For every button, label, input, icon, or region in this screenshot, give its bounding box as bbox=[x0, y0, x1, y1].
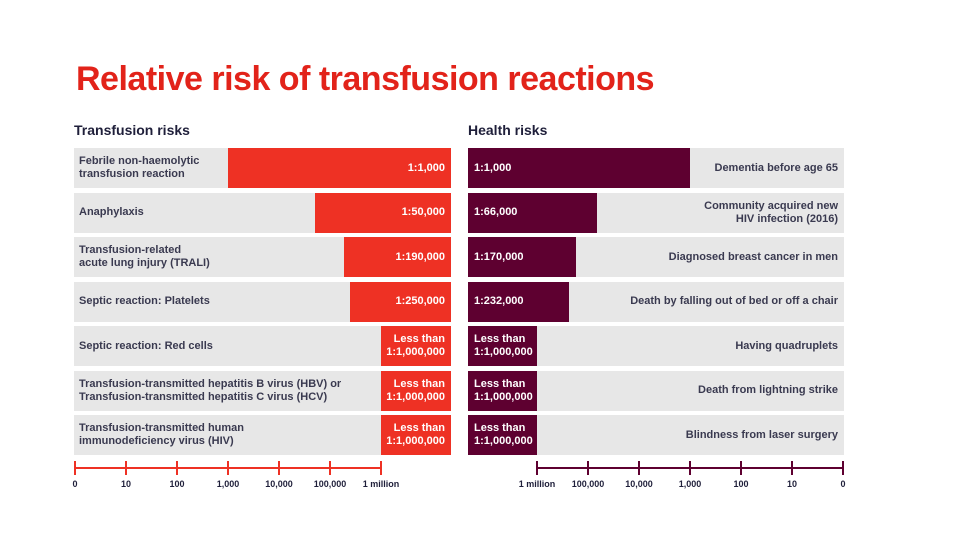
transfusion-axis-tick-label: 1,000 bbox=[216, 479, 240, 489]
health-axis-tick-label: 1,000 bbox=[678, 479, 702, 489]
transfusion-risk-value: Less than 1:1,000,000 bbox=[386, 422, 445, 447]
transfusion-risk-bar bbox=[314, 192, 451, 233]
health-risk-row: Having quadruplets Less than 1:1,000,000 bbox=[468, 326, 844, 366]
health-risk-value: 1:1,000 bbox=[474, 161, 512, 174]
transfusion-axis-tick bbox=[278, 461, 280, 475]
transfusion-axis-tick-label: 10,000 bbox=[265, 479, 293, 489]
transfusion-risk-label: Febrile non-haemolytic transfusion reacti… bbox=[79, 155, 200, 180]
health-axis-tick bbox=[638, 461, 640, 475]
transfusion-axis-tick bbox=[176, 461, 178, 475]
transfusion-risk-label: Transfusion-transmitted human immunodefic… bbox=[79, 422, 245, 447]
transfusion-axis-tick-label: 1 million bbox=[362, 479, 400, 489]
transfusion-risk-bar bbox=[350, 281, 451, 322]
transfusion-axis-tick bbox=[227, 461, 229, 475]
health-risk-label: Dementia before age 65 bbox=[714, 161, 839, 174]
transfusion-axis-tick bbox=[125, 461, 127, 475]
health-axis-tick-label: 10 bbox=[786, 479, 798, 489]
health-risk-label: Death by falling out of bed or off a cha… bbox=[630, 295, 838, 307]
health-risk-label: Having quadruplets bbox=[735, 339, 838, 352]
health-axis-tick bbox=[536, 461, 538, 475]
health-axis-tick-label: 1 million bbox=[518, 479, 556, 489]
transfusion-axis-tick-label: 100,000 bbox=[313, 479, 347, 489]
health-axis-tick bbox=[842, 461, 844, 475]
health-axis-tick bbox=[587, 461, 589, 475]
transfusion-risk-value: 1:1,000 bbox=[407, 161, 445, 174]
health-risk-label: Diagnosed breast cancer in men bbox=[668, 250, 838, 263]
transfusion-risk-value: Less than 1:1,000,000 bbox=[386, 377, 445, 403]
transfusion-risk-row: Transfusion-transmitted hepatitis B viru… bbox=[74, 370, 451, 411]
transfusion-risk-label: Septic reaction: Platelets bbox=[79, 295, 210, 307]
transfusion-risk-label: Anaphylaxis bbox=[79, 206, 144, 218]
health-risks-heading: Health risks bbox=[468, 122, 548, 138]
health-risk-bar bbox=[468, 281, 570, 322]
health-risk-value: 1:66,000 bbox=[474, 206, 518, 218]
health-risk-value: Less than 1:1,000,000 bbox=[474, 333, 533, 358]
transfusion-risk-row: Septic reaction: Platelets 1:250,000 bbox=[74, 281, 451, 322]
health-risk-row: Death by falling out of bed or off a cha… bbox=[468, 281, 844, 322]
health-axis-tick bbox=[740, 461, 742, 475]
health-risk-bar bbox=[468, 370, 537, 411]
health-risk-bar bbox=[468, 415, 537, 455]
health-risk-bar bbox=[468, 326, 537, 366]
transfusion-risk-bar bbox=[344, 237, 451, 277]
transfusion-risk-row: Anaphylaxis 1:50,000 bbox=[74, 192, 451, 233]
health-risk-bar bbox=[468, 237, 577, 277]
health-risk-label: Blindness from laser surgery bbox=[685, 428, 838, 441]
transfusion-risk-row: Septic reaction: Red cells Less than 1:1,0… bbox=[74, 326, 451, 366]
health-risk-label: Death from lightning strike bbox=[698, 384, 838, 396]
transfusion-risks-heading: Transfusion risks bbox=[74, 122, 190, 138]
health-risk-value: Less than 1:1,000,000 bbox=[474, 377, 533, 403]
transfusion-risk-value: 1:190,000 bbox=[395, 250, 445, 263]
transfusion-axis-tick bbox=[74, 461, 76, 475]
transfusion-risk-bar bbox=[381, 326, 451, 366]
health-risk-row: Dementia before age 65 1:1,000 bbox=[468, 148, 844, 188]
health-risk-label: Community acquired new HIV infection (201… bbox=[704, 199, 838, 225]
health-risk-row: Diagnosed breast cancer in men 1:170,000 bbox=[468, 237, 844, 277]
health-risk-bar bbox=[468, 148, 690, 188]
transfusion-risk-bar bbox=[381, 415, 451, 455]
transfusion-risk-label: Septic reaction: Red cells bbox=[79, 339, 213, 352]
transfusion-axis-tick-label: 0 bbox=[72, 479, 78, 489]
health-axis-tick-label: 100,000 bbox=[571, 479, 605, 489]
health-risk-value: 1:170,000 bbox=[474, 250, 524, 263]
health-risk-row: Community acquired new HIV infection (201… bbox=[468, 192, 844, 233]
health-risk-bar bbox=[468, 192, 598, 233]
health-axis-tick-label: 100 bbox=[733, 479, 749, 489]
transfusion-axis-tick-label: 10 bbox=[120, 479, 132, 489]
transfusion-axis-tick bbox=[329, 461, 331, 475]
transfusion-risk-bar bbox=[381, 370, 451, 411]
transfusion-risk-value: Less than 1:1,000,000 bbox=[386, 333, 445, 358]
transfusion-risk-label: Transfusion-related acute lung injury (TR… bbox=[79, 244, 210, 269]
transfusion-risk-value: 1:250,000 bbox=[395, 295, 445, 307]
transfusion-risk-row: Transfusion-related acute lung injury (TR… bbox=[74, 237, 451, 277]
health-axis-tick-label: 0 bbox=[840, 479, 846, 489]
transfusion-risk-value: 1:50,000 bbox=[401, 206, 445, 218]
health-axis-tick bbox=[689, 461, 691, 475]
page-title: Relative risk of transfusion reactions bbox=[76, 60, 655, 98]
transfusion-risk-bar bbox=[228, 148, 451, 188]
health-axis-tick bbox=[791, 461, 793, 475]
transfusion-risk-label: Transfusion-transmitted hepatitis B viru… bbox=[79, 377, 342, 403]
health-risk-row: Death from lightning strike Less than 1:1,… bbox=[468, 370, 844, 411]
transfusion-axis-tick bbox=[380, 461, 382, 475]
health-risk-row: Blindness from laser surgery Less than 1:1… bbox=[468, 415, 844, 455]
transfusion-risk-row: Febrile non-haemolytic transfusion reacti… bbox=[74, 148, 451, 188]
transfusion-risk-row: Transfusion-transmitted human immunodefic… bbox=[74, 415, 451, 455]
health-risk-value: 1:232,000 bbox=[474, 295, 524, 307]
health-axis-tick-label: 10,000 bbox=[625, 479, 653, 489]
transfusion-axis-tick-label: 100 bbox=[169, 479, 185, 489]
health-risk-value: Less than 1:1,000,000 bbox=[474, 422, 533, 447]
